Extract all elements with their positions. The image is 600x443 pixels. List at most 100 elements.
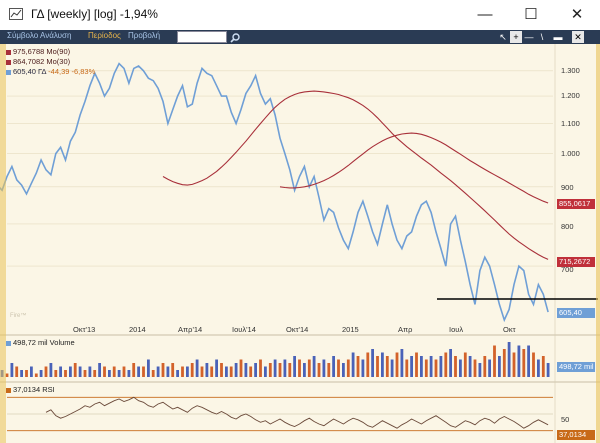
volume-bar bbox=[54, 370, 58, 377]
menu-analysis[interactable]: Ανάλυση bbox=[40, 31, 72, 40]
volume-bar bbox=[132, 363, 136, 377]
volume-bar bbox=[381, 352, 384, 377]
right-edge-strip bbox=[596, 44, 600, 443]
crosshair-tool-icon[interactable]: + bbox=[510, 31, 522, 43]
volume-bar bbox=[512, 352, 516, 377]
volume-bar bbox=[234, 363, 238, 377]
volume-bar bbox=[15, 366, 19, 377]
volume-bar bbox=[122, 366, 126, 377]
volume-bar bbox=[39, 370, 43, 377]
volume-bar bbox=[108, 370, 111, 377]
volume-bar bbox=[44, 366, 48, 377]
legend-price-text: 605,40 ΓΔ bbox=[13, 67, 47, 76]
volume-bar bbox=[127, 370, 131, 377]
volume-bar bbox=[186, 366, 189, 377]
left-edge-strip bbox=[0, 44, 6, 443]
y-tick-label: 1.300 bbox=[561, 66, 580, 75]
volume-bar bbox=[176, 370, 179, 377]
volume-bar bbox=[166, 366, 170, 377]
volume-bar bbox=[137, 366, 140, 377]
close-button[interactable]: ✕ bbox=[570, 6, 584, 23]
delete-drawings-icon[interactable]: ✕ bbox=[572, 31, 584, 43]
title-bar: ΓΔ [weekly] [log] -1,94% — ☐ ✕ bbox=[0, 0, 600, 30]
pointer-tool-icon[interactable]: ↖ bbox=[499, 32, 507, 42]
x-tick-label: Οκτ'13 bbox=[73, 325, 96, 334]
volume-bar bbox=[103, 366, 106, 377]
legend-ma30: 864,7082 Mo(30) bbox=[6, 57, 70, 66]
volume-bar bbox=[361, 359, 365, 377]
legend-change-text: -44,39 -6,83% bbox=[48, 67, 96, 76]
chart-area[interactable] bbox=[0, 44, 600, 443]
volume-bar bbox=[537, 359, 540, 377]
volume-bar bbox=[25, 370, 28, 377]
volume-bar bbox=[93, 370, 97, 377]
volume-bar bbox=[541, 356, 545, 377]
volume-bar bbox=[346, 359, 350, 377]
rsi-panel-label: 37,0134 RSI bbox=[6, 385, 55, 394]
volume-bar bbox=[410, 356, 413, 377]
volume-bar bbox=[254, 363, 257, 377]
x-tick-label: Ιουλ bbox=[449, 325, 464, 334]
rsi-midline-label: 50 bbox=[561, 415, 570, 424]
volume-bar bbox=[83, 370, 87, 377]
menu-symbol[interactable]: Σύμβολο bbox=[7, 31, 39, 40]
volume-bar bbox=[117, 370, 121, 377]
volume-bar bbox=[229, 366, 233, 377]
volume-bar bbox=[215, 359, 218, 377]
volume-bar bbox=[147, 359, 150, 377]
maximize-button[interactable]: ☐ bbox=[524, 6, 538, 23]
volume-bar bbox=[493, 345, 496, 377]
legend-ma90-text: 975,6788 Mo(90) bbox=[13, 47, 71, 56]
horizontal-line-tool-icon[interactable]: — bbox=[524, 32, 534, 42]
volume-bar bbox=[283, 359, 287, 377]
menu-view[interactable]: Προβολή bbox=[128, 31, 161, 40]
volume-bar bbox=[69, 366, 72, 377]
volume-bar bbox=[473, 359, 477, 377]
x-tick-label: Οκτ bbox=[503, 325, 516, 334]
volume-bar bbox=[64, 370, 67, 377]
volume-bar bbox=[337, 359, 340, 377]
volume-bar bbox=[342, 363, 345, 377]
y-tick-label: 1.100 bbox=[561, 119, 580, 128]
volume-bar bbox=[34, 373, 38, 377]
volume-bar bbox=[424, 359, 428, 377]
rectangle-tool-icon[interactable]: ▬ bbox=[553, 32, 563, 42]
volume-bar bbox=[112, 366, 116, 377]
volume-bar bbox=[351, 352, 355, 377]
volume-bar bbox=[356, 356, 360, 377]
volume-bar bbox=[171, 363, 175, 377]
volume-bar bbox=[415, 352, 418, 377]
window-title: ΓΔ [weekly] [log] -1,94% bbox=[31, 7, 158, 21]
volume-bar bbox=[288, 363, 292, 377]
volume-bar bbox=[322, 359, 326, 377]
menu-period[interactable]: Περίοδος bbox=[88, 31, 121, 40]
series-line-ma90 bbox=[279, 132, 549, 204]
symbol-search-input[interactable] bbox=[177, 31, 227, 43]
minimize-button[interactable]: — bbox=[477, 6, 493, 23]
volume-bar bbox=[239, 359, 243, 377]
volume-bar bbox=[429, 356, 433, 377]
volume-bar bbox=[59, 366, 62, 377]
trendline-tool-icon[interactable]: \ bbox=[540, 32, 544, 42]
volume-bar bbox=[78, 366, 82, 377]
volume-bar bbox=[268, 363, 272, 377]
search-icon[interactable] bbox=[229, 31, 241, 43]
volume-bar bbox=[454, 356, 457, 377]
x-tick-label: 2015 bbox=[342, 325, 359, 334]
volume-bar bbox=[220, 363, 223, 377]
volume-bar bbox=[5, 373, 9, 377]
chart-canvas[interactable] bbox=[0, 44, 600, 443]
volume-bar bbox=[73, 363, 77, 377]
legend-ma30-text: 864,7082 Mo(30) bbox=[13, 57, 71, 66]
x-tick-label: Απρ'14 bbox=[178, 325, 203, 334]
rsi-value-tag: 37,0134 bbox=[557, 430, 595, 440]
volume-bar bbox=[259, 359, 262, 377]
y-tick-label: 700 bbox=[561, 265, 574, 274]
volume-bar bbox=[156, 366, 160, 377]
volume-bar bbox=[303, 363, 306, 377]
volume-bar bbox=[390, 359, 394, 377]
volume-bar bbox=[327, 363, 331, 377]
volume-bar bbox=[298, 359, 301, 377]
volume-bar bbox=[195, 359, 199, 377]
volume-bar bbox=[244, 363, 248, 377]
